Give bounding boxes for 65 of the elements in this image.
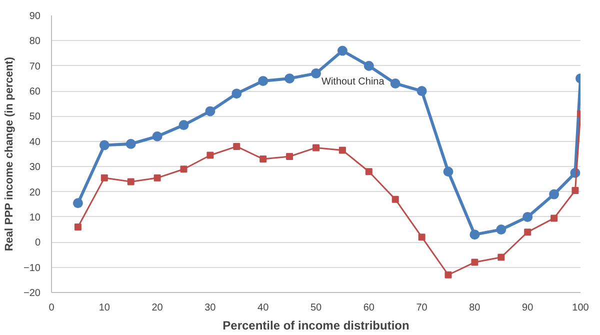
point bbox=[286, 153, 294, 160]
x-tick-label: 20 bbox=[152, 302, 164, 314]
point bbox=[418, 234, 426, 241]
point bbox=[390, 78, 400, 88]
point bbox=[443, 166, 454, 177]
x-tick-label: 0 bbox=[48, 302, 55, 314]
point bbox=[258, 76, 268, 86]
point bbox=[338, 146, 346, 154]
y-tick-label: −20 bbox=[24, 288, 41, 299]
point bbox=[312, 144, 320, 152]
y-tick-label: 40 bbox=[29, 136, 41, 148]
point bbox=[74, 224, 82, 231]
point bbox=[392, 196, 399, 203]
y-tick-label: −10 bbox=[24, 262, 41, 274]
x-axis-title: Percentile of income distribution bbox=[222, 318, 410, 332]
point bbox=[260, 156, 267, 163]
point bbox=[337, 46, 348, 56]
annotation: Without China bbox=[322, 76, 385, 88]
x-tick-label: 30 bbox=[204, 302, 216, 314]
point bbox=[572, 187, 579, 194]
x-tick-label: 80 bbox=[469, 302, 481, 314]
point bbox=[284, 73, 295, 84]
point bbox=[365, 168, 372, 176]
x-tick-label: 90 bbox=[522, 302, 534, 314]
point bbox=[444, 271, 452, 278]
point bbox=[72, 198, 83, 208]
point bbox=[311, 68, 321, 78]
y-tick-label: 80 bbox=[29, 36, 41, 48]
y-tick-label: 30 bbox=[29, 162, 41, 174]
point bbox=[178, 120, 189, 130]
y-tick-label: 20 bbox=[29, 187, 41, 198]
point bbox=[233, 142, 240, 150]
point bbox=[550, 214, 558, 222]
point bbox=[232, 88, 242, 99]
x-tick-label: 60 bbox=[363, 302, 375, 314]
point bbox=[416, 86, 427, 96]
point bbox=[100, 174, 108, 182]
x-tick-label: 50 bbox=[310, 302, 322, 314]
y-tick-label: 50 bbox=[29, 112, 41, 123]
y-tick-label: 10 bbox=[29, 212, 41, 224]
y-tick-label: 90 bbox=[29, 11, 41, 22]
point bbox=[154, 174, 161, 182]
point bbox=[524, 228, 532, 236]
point bbox=[127, 178, 134, 186]
y-tick-label: 60 bbox=[29, 86, 41, 98]
point bbox=[180, 166, 188, 173]
y-tick-label: 0 bbox=[34, 238, 41, 249]
point bbox=[498, 254, 505, 261]
y-axis-title: Real PPP income change (in percent) bbox=[4, 56, 16, 252]
point bbox=[126, 138, 136, 149]
point bbox=[152, 131, 162, 142]
point bbox=[364, 60, 374, 71]
point bbox=[522, 212, 533, 222]
point bbox=[549, 189, 560, 200]
point bbox=[470, 230, 480, 240]
point bbox=[205, 106, 216, 116]
point bbox=[471, 258, 478, 266]
point bbox=[496, 224, 506, 235]
y-tick-label: 70 bbox=[29, 61, 41, 72]
point bbox=[206, 152, 214, 159]
x-tick-label: 10 bbox=[98, 302, 110, 314]
point bbox=[99, 140, 110, 150]
x-tick-label: 40 bbox=[258, 302, 270, 314]
x-tick-label: 100 bbox=[572, 302, 590, 314]
x-tick-label: 70 bbox=[416, 302, 428, 314]
